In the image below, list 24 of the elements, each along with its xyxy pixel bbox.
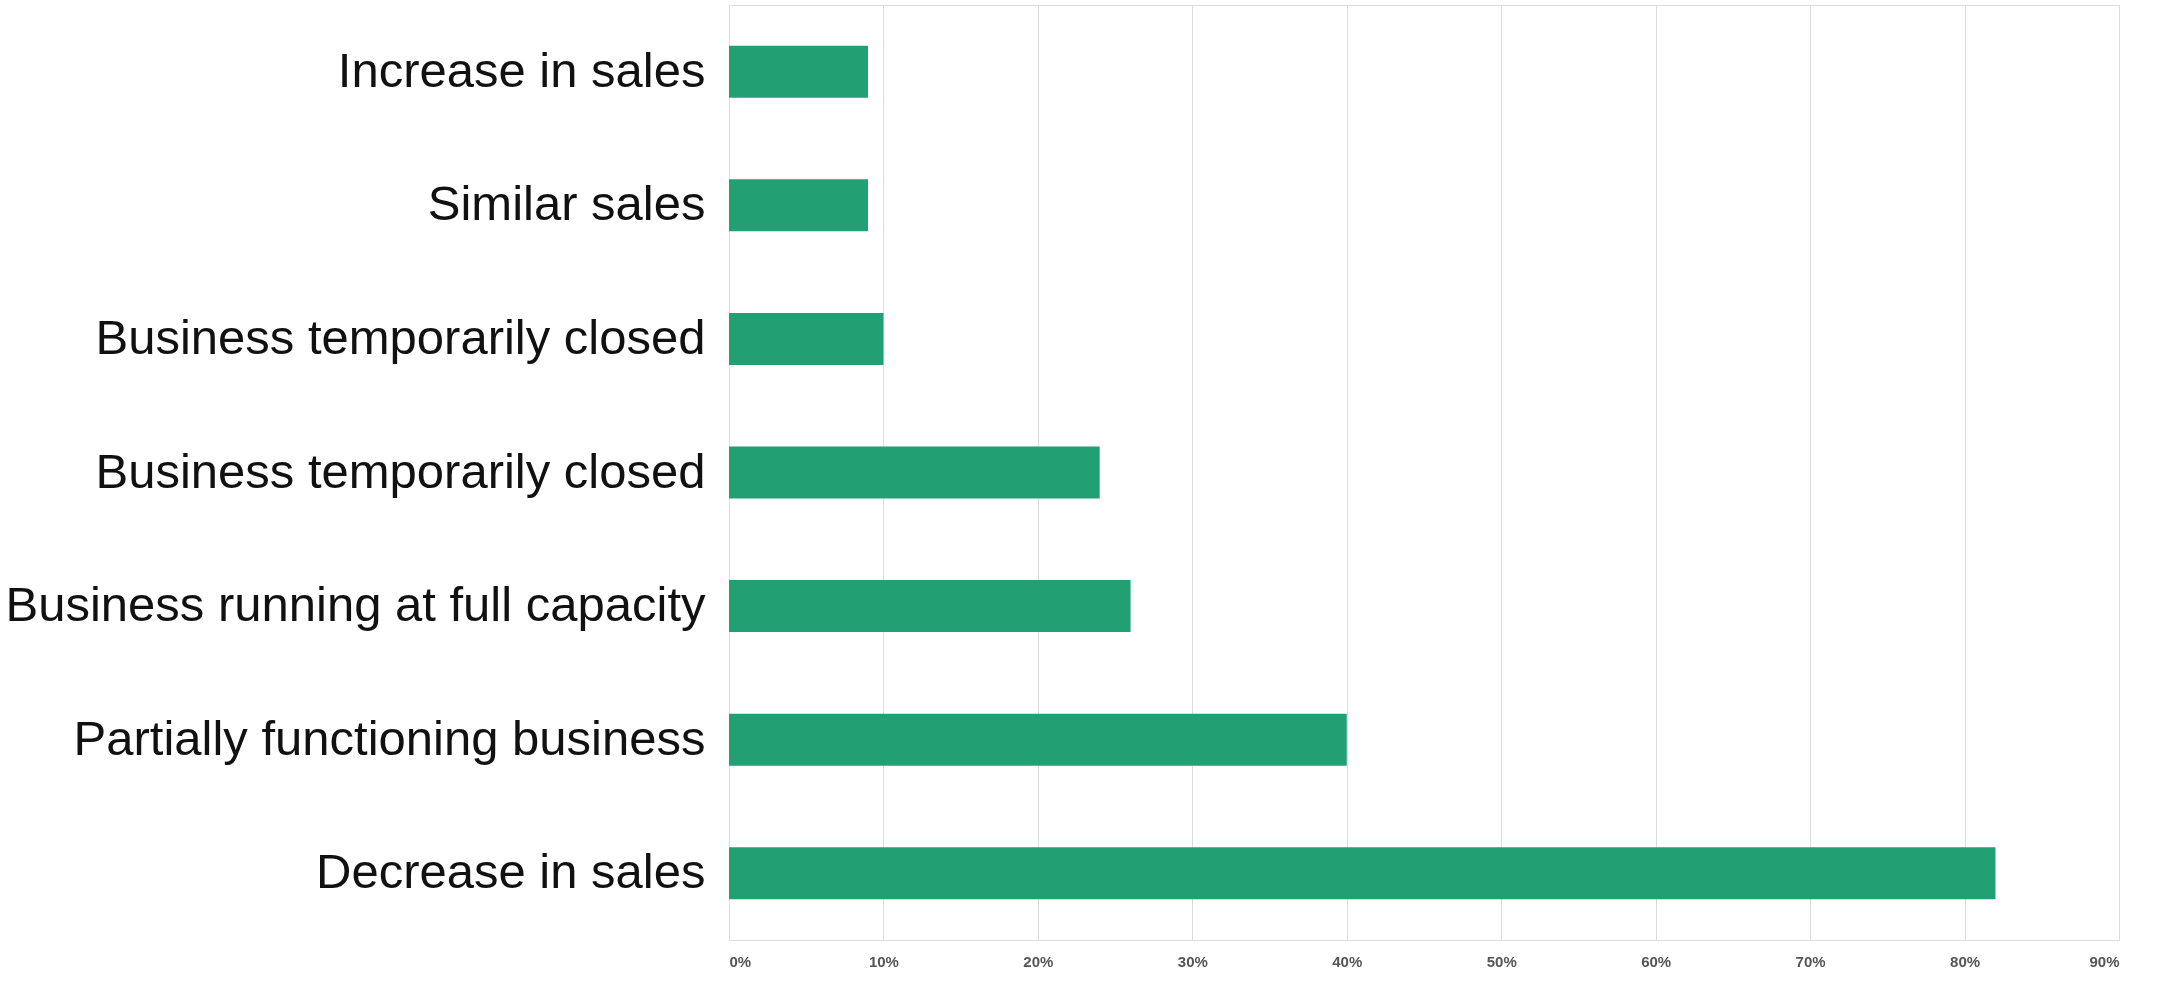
y-tick-label: Partially functioning business [73,710,706,765]
y-tick-label: Business running at full capacity [5,577,706,632]
x-tick-label: 40% [1332,952,1363,970]
x-tick-label: 0% [729,952,752,970]
x-tick-label: 90% [2089,952,2120,970]
y-tick-label: Decrease in sales [316,844,706,899]
bar [729,45,868,98]
x-tick-label: 80% [1950,952,1981,970]
bar [729,580,1131,633]
bar [729,312,884,365]
x-tick-label: 20% [1023,952,1054,970]
x-tick-label: 60% [1641,952,1672,970]
x-tick-label: 10% [868,952,899,970]
y-tick-label: Similar sales [427,176,706,231]
bar [729,179,868,232]
bar [729,847,1996,900]
bar [729,713,1347,766]
y-tick-label: Business temporarily closed [95,443,706,498]
y-tick-label: Increase in sales [337,42,706,97]
x-tick-label: 70% [1795,952,1826,970]
x-tick-label: 50% [1486,952,1517,970]
bar [729,446,1100,499]
y-tick-label: Business temporarily closed [95,309,706,364]
x-tick-label: 30% [1177,952,1208,970]
